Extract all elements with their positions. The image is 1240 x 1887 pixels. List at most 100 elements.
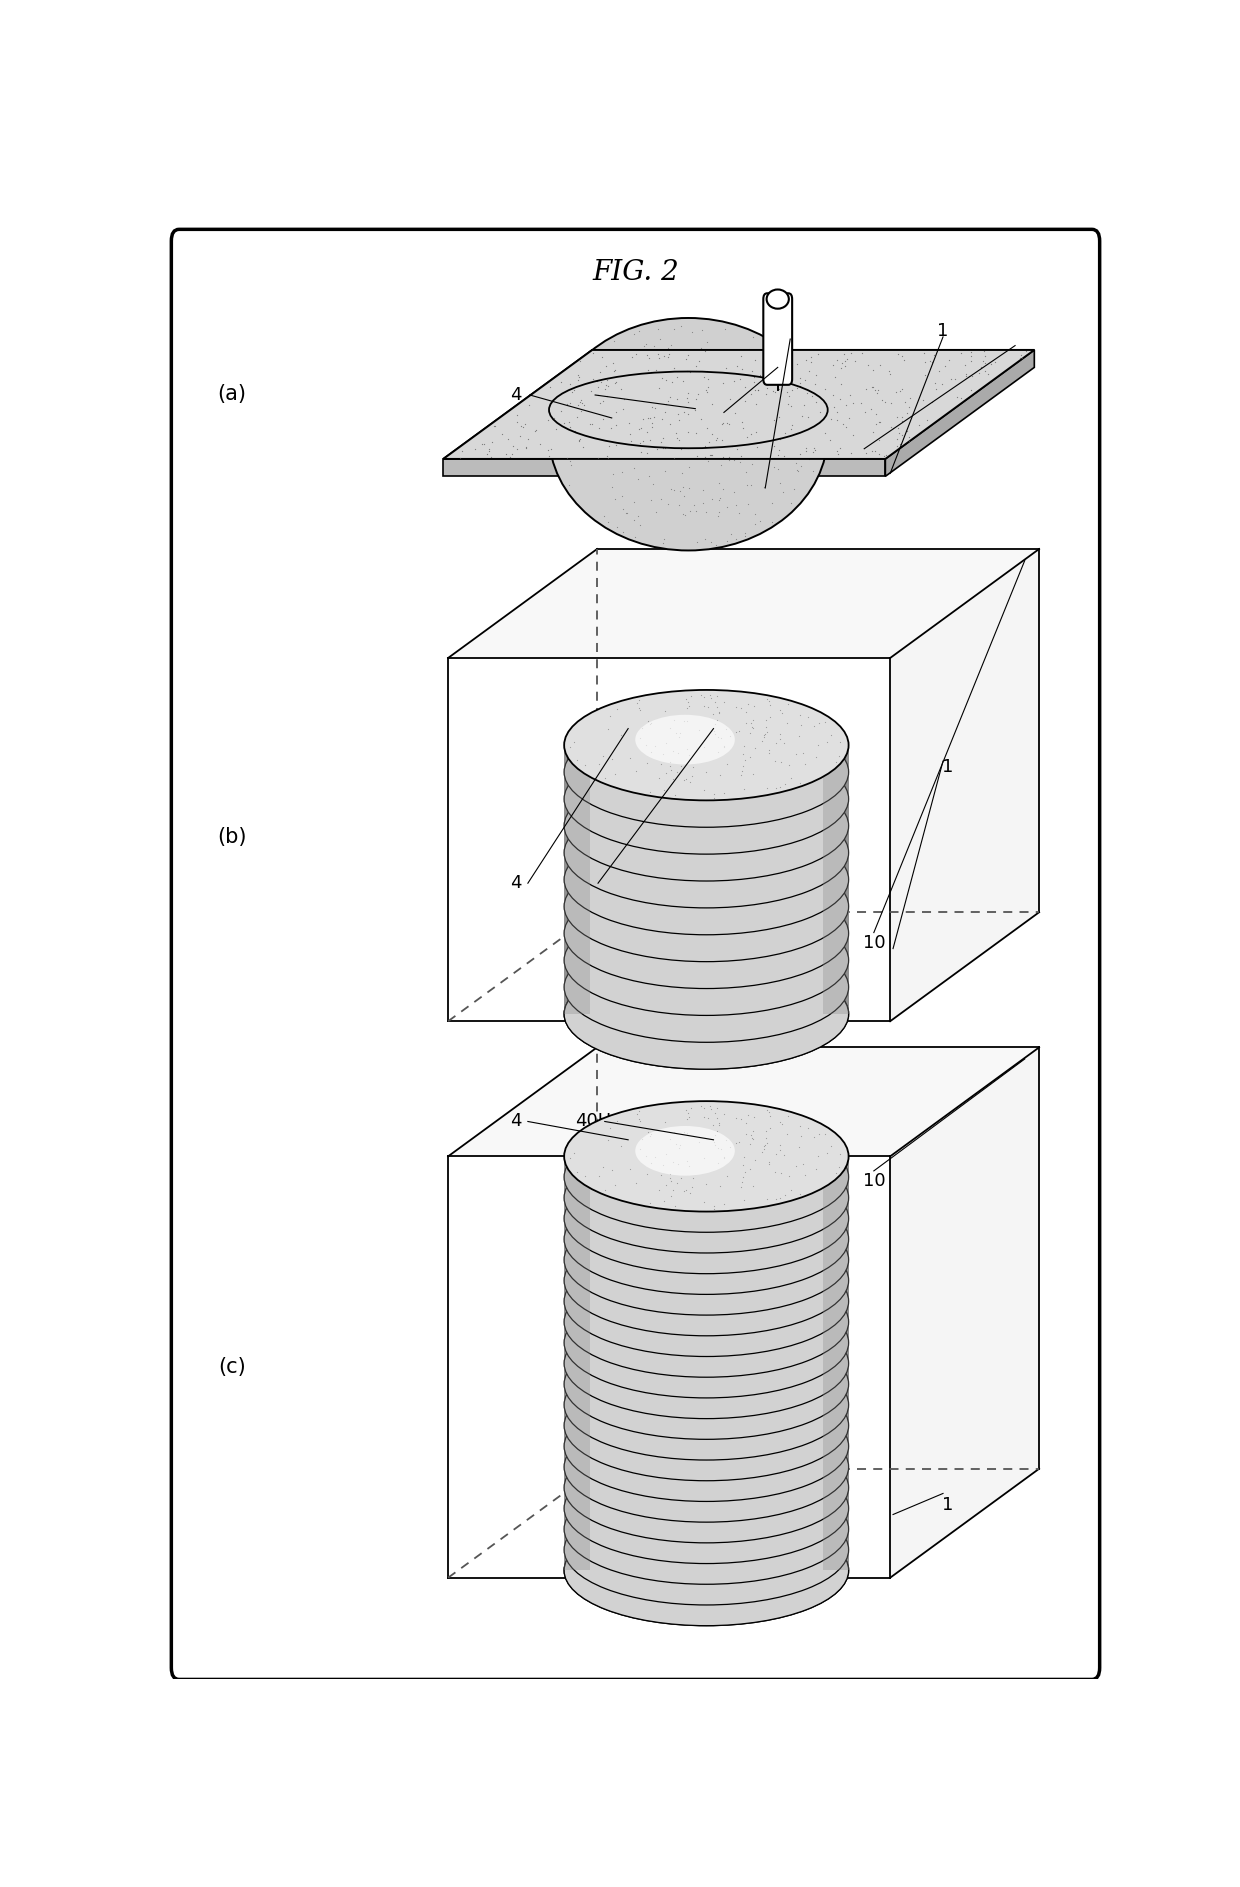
Point xyxy=(701,440,720,470)
Point xyxy=(629,502,649,532)
Point xyxy=(614,494,634,525)
Point xyxy=(764,338,784,368)
Point xyxy=(732,755,751,785)
Point xyxy=(754,1134,774,1164)
Point xyxy=(971,351,991,381)
Point xyxy=(676,683,696,713)
Point xyxy=(833,409,853,440)
Point xyxy=(733,353,753,383)
Point xyxy=(699,426,719,457)
Point xyxy=(673,472,693,502)
Point xyxy=(773,698,792,728)
Point xyxy=(660,402,680,432)
Point xyxy=(932,368,952,398)
Point xyxy=(748,376,768,406)
Point xyxy=(807,1142,827,1172)
Point xyxy=(625,523,645,553)
Point xyxy=(577,398,596,428)
Point xyxy=(727,1102,746,1132)
Point xyxy=(678,387,698,417)
Point xyxy=(578,415,598,445)
Point xyxy=(613,481,632,511)
Point xyxy=(632,713,652,743)
Polygon shape xyxy=(823,798,848,827)
Point xyxy=(649,425,668,455)
Point xyxy=(582,376,601,406)
Point xyxy=(554,392,574,423)
Point xyxy=(734,413,754,443)
Point xyxy=(636,328,656,359)
Point xyxy=(668,400,688,430)
Point xyxy=(889,376,909,406)
Point xyxy=(707,706,727,736)
Point xyxy=(653,342,673,372)
Point xyxy=(568,1157,588,1187)
Point xyxy=(920,345,940,376)
Point xyxy=(637,417,657,447)
Point xyxy=(852,338,872,368)
Point xyxy=(634,408,653,438)
Point xyxy=(789,1132,808,1162)
Point xyxy=(543,385,563,415)
Point xyxy=(658,385,678,415)
Point xyxy=(651,1161,671,1191)
Ellipse shape xyxy=(564,1474,848,1585)
Point xyxy=(735,387,755,417)
Point xyxy=(629,693,649,723)
Polygon shape xyxy=(564,1240,848,1261)
Point xyxy=(890,428,910,459)
Text: 10: 10 xyxy=(863,1172,885,1191)
Point xyxy=(713,409,733,440)
Point xyxy=(748,376,768,406)
Point xyxy=(642,383,662,413)
Point xyxy=(665,706,684,736)
Point xyxy=(961,336,981,366)
Point xyxy=(641,1119,661,1149)
Point xyxy=(683,751,703,781)
Text: 1: 1 xyxy=(942,759,954,776)
Point xyxy=(792,400,812,430)
Point xyxy=(583,338,603,368)
Point xyxy=(479,434,498,464)
Point xyxy=(734,1162,754,1193)
Point xyxy=(559,408,579,438)
Point xyxy=(770,1130,790,1161)
Point xyxy=(650,343,670,374)
Polygon shape xyxy=(564,1508,848,1528)
Point xyxy=(599,430,619,460)
Point xyxy=(661,381,681,411)
Point xyxy=(640,425,660,455)
Point xyxy=(598,443,618,474)
Point xyxy=(516,432,536,462)
Point xyxy=(604,387,624,417)
Point xyxy=(611,1132,631,1162)
Point xyxy=(699,440,719,470)
Point xyxy=(735,387,755,417)
Point xyxy=(755,1130,775,1161)
Point xyxy=(843,419,863,449)
Point xyxy=(843,419,863,449)
Point xyxy=(529,428,549,459)
Point xyxy=(756,374,776,404)
Point xyxy=(770,1183,790,1213)
Point xyxy=(637,355,657,385)
Point xyxy=(552,440,572,470)
Point xyxy=(645,392,665,423)
Polygon shape xyxy=(564,987,848,1013)
Point xyxy=(554,408,574,438)
Point xyxy=(839,404,859,434)
Point xyxy=(630,1106,650,1136)
Point xyxy=(748,376,768,406)
Point xyxy=(951,338,971,368)
Ellipse shape xyxy=(564,1515,848,1627)
Point xyxy=(568,364,588,394)
Point xyxy=(724,445,744,476)
Point xyxy=(732,693,751,723)
Point xyxy=(595,351,615,381)
Point xyxy=(622,396,642,426)
Point xyxy=(481,442,501,472)
Point xyxy=(887,377,906,408)
Point xyxy=(479,436,498,466)
Point xyxy=(548,381,568,411)
Point xyxy=(806,370,826,400)
